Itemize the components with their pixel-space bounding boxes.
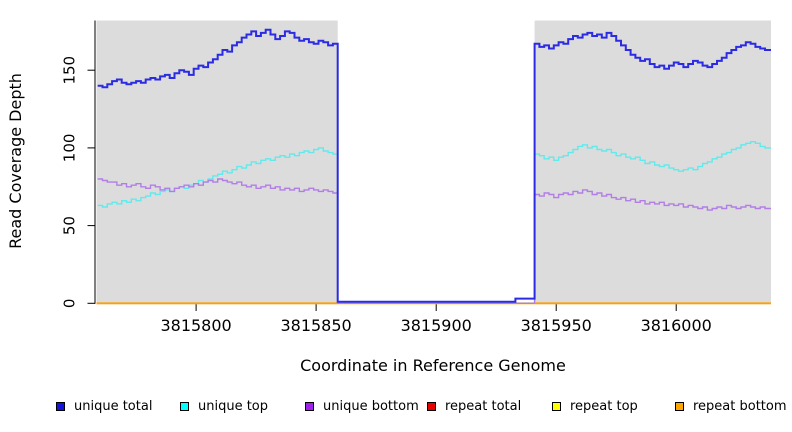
x-tick-label: 3815900 [401,316,472,335]
x-tick-label: 3815950 [521,316,592,335]
legend-item-unique-top: unique top [180,400,268,413]
y-tick-label: 150 [61,56,79,85]
x-axis-title: Coordinate in Reference Genome [300,356,566,375]
legend-swatch-repeat-bottom [675,402,684,411]
x-tick-label: 3815850 [280,316,351,335]
plot-panel-left [96,20,338,305]
coverage-chart: 0 50 100 150 3815800 3815850 3815900 3815950 381… [6,20,771,375]
x-tick-label: 3816000 [641,316,712,335]
legend-item-repeat-total: repeat total [427,400,521,413]
legend-label-repeat-bottom: repeat bottom [693,399,787,414]
legend-item-unique-bottom: unique bottom [305,400,419,413]
legend-label-unique-total: unique total [74,399,153,414]
legend-swatch-unique-top [180,402,189,411]
axes: 0 50 100 150 3815800 3815850 3815900 3815950 381… [61,20,712,335]
x-tick-label: 3815800 [160,316,231,335]
legend-swatch-unique-bottom [305,402,314,411]
legend-label-unique-top: unique top [198,399,269,414]
legend-label-repeat-top: repeat top [570,399,638,414]
legend-label-repeat-total: repeat total [445,399,522,414]
line-unique-total [97,28,771,303]
data-lines [96,28,771,305]
legend-swatch-repeat-total [427,402,436,411]
y-tick-label: 50 [61,216,79,235]
legend-label-unique-bottom: unique bottom [323,399,419,414]
legend-item-repeat-top: repeat top [552,400,638,413]
plot-background [96,20,771,305]
legend-swatch-unique-total [56,402,65,411]
legend-item-unique-total: unique total [56,400,152,413]
line-unique-bottom [97,178,771,304]
y-tick-label: 100 [61,134,79,163]
y-tick-label: 0 [61,299,79,309]
legend-swatch-repeat-top [552,402,561,411]
legend-item-repeat-bottom: repeat bottom [675,400,787,413]
y-axis-title: Read Coverage Depth [6,73,25,249]
